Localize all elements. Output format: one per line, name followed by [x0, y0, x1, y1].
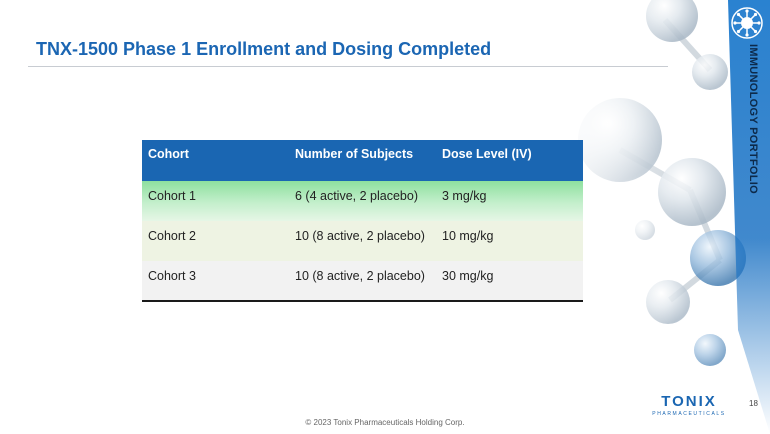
cell-cohort: Cohort 1 [142, 181, 289, 221]
cell-dose: 30 mg/kg [436, 261, 583, 302]
cell-dose: 10 mg/kg [436, 221, 583, 261]
cell-cohort: Cohort 2 [142, 221, 289, 261]
side-band [728, 0, 770, 434]
side-section-label: IMMUNOLOGY PORTFOLIO [747, 44, 759, 195]
logo-wordmark: TONIX [661, 393, 717, 410]
table-row: Cohort 2 10 (8 active, 2 placebo) 10 mg/… [142, 221, 583, 261]
table-row: Cohort 3 10 (8 active, 2 placebo) 30 mg/… [142, 261, 583, 302]
cell-dose: 3 mg/kg [436, 181, 583, 221]
table-row: Cohort 1 6 (4 active, 2 placebo) 3 mg/kg [142, 181, 583, 221]
cell-subjects: 10 (8 active, 2 placebo) [289, 221, 436, 261]
column-header-dose: Dose Level (IV) [436, 140, 583, 181]
page-title: TNX-1500 Phase 1 Enrollment and Dosing C… [36, 39, 492, 59]
title-divider [28, 66, 668, 67]
virus-emblem-icon [729, 5, 765, 41]
table-header-row: Cohort Number of Subjects Dose Level (IV… [142, 140, 583, 181]
page-number: 18 [749, 399, 758, 408]
copyright-footer: © 2023 Tonix Pharmaceuticals Holding Cor… [305, 418, 465, 427]
logo-subtitle: PHARMACEUTICALS [652, 411, 726, 417]
column-header-cohort: Cohort [142, 140, 289, 181]
enrollment-table: Cohort Number of Subjects Dose Level (IV… [142, 140, 583, 302]
molecule-background [560, 0, 770, 434]
column-header-subjects: Number of Subjects [289, 140, 436, 181]
cell-cohort: Cohort 3 [142, 261, 289, 302]
cell-subjects: 10 (8 active, 2 placebo) [289, 261, 436, 302]
tonix-logo: TONIX PHARMACEUTICALS [649, 393, 729, 423]
cell-subjects: 6 (4 active, 2 placebo) [289, 181, 436, 221]
